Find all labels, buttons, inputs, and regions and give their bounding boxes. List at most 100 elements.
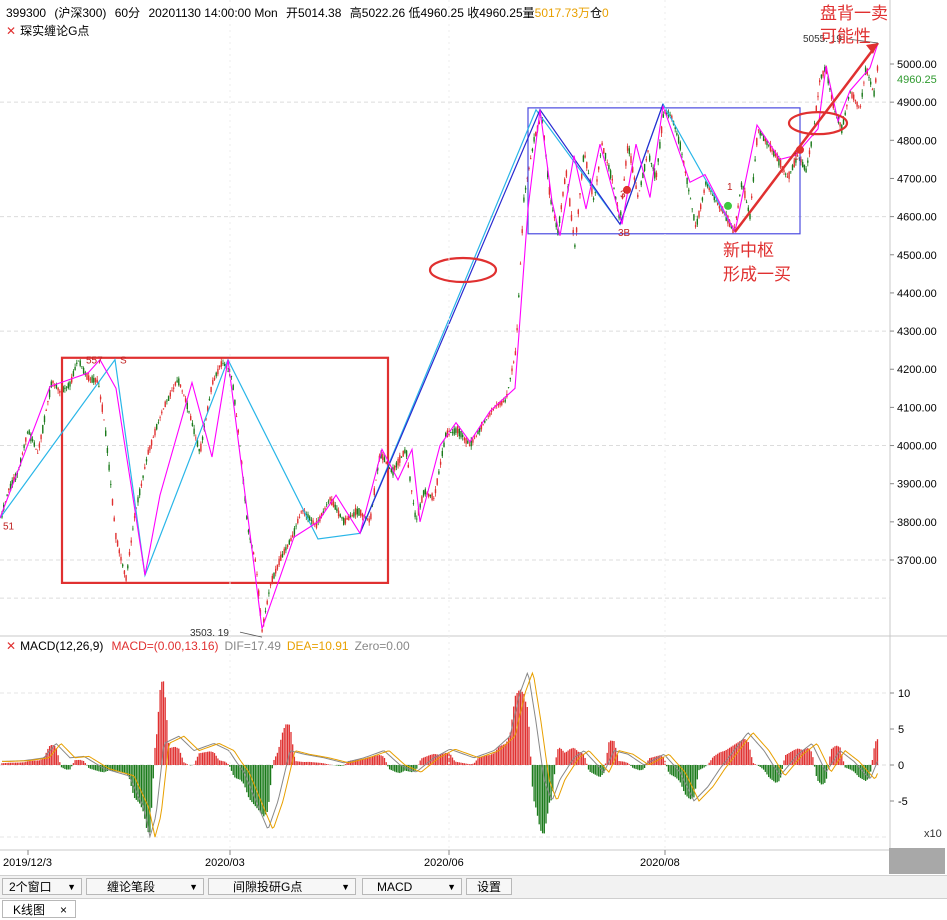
candle-body: [246, 516, 248, 519]
candle-body: [302, 510, 304, 512]
candle-body: [582, 155, 585, 162]
candle-body: [579, 193, 581, 195]
candle-body: [275, 568, 277, 574]
macd-select[interactable]: MACD ▼: [362, 878, 462, 895]
candle-body: [395, 462, 398, 468]
candle-body: [310, 519, 313, 522]
macd-tick-label: 0: [898, 760, 904, 772]
candle-body: [162, 408, 165, 410]
candle-body: [171, 390, 173, 392]
candle-body: [807, 160, 809, 163]
candle-body: [409, 476, 411, 481]
candle-body: [694, 225, 697, 227]
candle-body: [671, 115, 673, 120]
candle-body: [344, 518, 347, 524]
stock-name: (沪深300): [54, 6, 107, 20]
close-icon[interactable]: ✕: [6, 24, 17, 38]
candle-body: [555, 222, 557, 228]
candle-body: [633, 177, 636, 180]
bi-segment-select[interactable]: 缠论笔段 ▼: [86, 878, 204, 895]
time-tick-label: 2019/12/3: [3, 857, 52, 869]
candle-body: [577, 209, 579, 214]
price-tick-label: 4800.00: [897, 135, 937, 147]
candle-body: [587, 173, 590, 174]
candle-body: [732, 228, 734, 234]
window-count-select[interactable]: 2个窗口 ▼: [2, 878, 82, 895]
candle-body: [649, 155, 651, 161]
candle-body: [390, 468, 392, 473]
candle-body: [513, 361, 515, 363]
scroll-block[interactable]: [889, 848, 945, 874]
candle-body: [754, 159, 756, 161]
candle-body: [701, 197, 704, 201]
candle-body: [130, 540, 132, 543]
candle-body: [810, 141, 812, 147]
candle-body: [217, 368, 219, 375]
candle-body: [193, 428, 195, 434]
macd-tick-label: -5: [898, 796, 908, 808]
candle-body: [737, 205, 739, 208]
candle-body: [230, 375, 233, 377]
candle-body: [453, 428, 455, 435]
candle-body: [723, 214, 726, 216]
candle-body: [802, 161, 804, 168]
candle-body: [212, 380, 214, 385]
close-icon[interactable]: ✕: [6, 639, 17, 653]
candle-body: [473, 437, 476, 439]
candle-body: [518, 295, 520, 298]
candle-body: [101, 404, 103, 412]
candle-body: [67, 383, 69, 389]
candle-body: [283, 548, 285, 555]
candle-body: [504, 399, 506, 402]
candle-body: [222, 363, 224, 364]
candle-body: [606, 162, 608, 163]
candle-body: [388, 467, 391, 469]
candle-body: [657, 158, 659, 162]
candle-body: [603, 148, 605, 154]
candle-body: [433, 498, 435, 499]
candle-body: [846, 104, 848, 107]
price-tick-label: 3900.00: [897, 479, 937, 491]
candle-body: [654, 171, 656, 179]
candle-body: [181, 390, 183, 392]
candle-body: [349, 515, 352, 518]
candle-body: [638, 190, 641, 192]
candle-body: [241, 461, 243, 465]
candle-body: [615, 196, 617, 200]
candle-body: [480, 425, 483, 430]
candle-body: [635, 185, 637, 189]
candle-body: [706, 182, 709, 187]
gpoint-select[interactable]: 间隙投研G点 ▼: [208, 878, 356, 895]
trend-line: [734, 42, 879, 233]
candle-body: [863, 82, 865, 84]
candle-body: [752, 177, 755, 182]
candle-body: [655, 172, 658, 177]
settings-button[interactable]: 设置: [466, 878, 512, 895]
candle-body: [382, 454, 384, 460]
candle-body: [677, 136, 680, 143]
candle-body: [858, 106, 860, 108]
close-icon[interactable]: ×: [59, 903, 67, 917]
candle-body: [394, 465, 396, 471]
price-tick-label: 5000.00: [897, 59, 937, 71]
candle-body: [105, 430, 107, 437]
candle-body: [133, 516, 136, 518]
window-count-label: 2个窗口: [9, 880, 52, 894]
candle-body: [538, 121, 540, 125]
candle-body: [232, 385, 234, 390]
tab-kline[interactable]: K线图 ×: [2, 900, 76, 918]
candle-body: [149, 445, 151, 451]
candle-body: [354, 508, 357, 516]
candle-body: [487, 415, 489, 417]
candle-body: [351, 515, 353, 516]
candle-body: [844, 112, 846, 115]
chevron-down-icon: ▼: [447, 882, 456, 892]
candle-body: [574, 244, 576, 248]
candle-body: [613, 188, 615, 189]
candle-body: [762, 135, 765, 141]
candle-body: [337, 510, 340, 517]
candle-body: [791, 165, 794, 171]
candle-body: [120, 556, 122, 561]
candle-body: [570, 214, 573, 221]
candle-body: [227, 370, 229, 372]
